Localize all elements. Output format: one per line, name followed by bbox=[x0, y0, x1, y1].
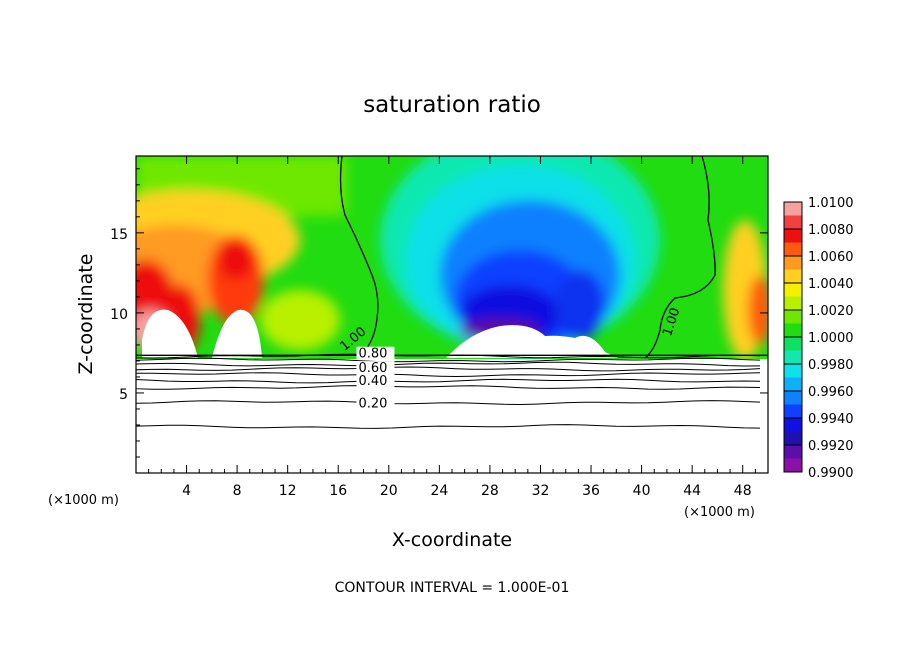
colorbar-swatch bbox=[784, 256, 802, 270]
x-tick-label: 32 bbox=[532, 483, 550, 499]
colorbar-label: 1.0040 bbox=[808, 277, 854, 292]
colorbar-label: 1.0020 bbox=[808, 304, 854, 319]
colorbar-swatch bbox=[784, 364, 802, 378]
colorbar-swatch bbox=[784, 242, 802, 257]
colorbar-label: 1.0000 bbox=[808, 331, 854, 346]
y-axis-label: Z-coordinate bbox=[75, 254, 97, 375]
contour-line-below bbox=[135, 361, 761, 367]
contour-label: 0.80 bbox=[358, 347, 387, 362]
contour-label-bg bbox=[356, 373, 395, 387]
x-tick-label: 12 bbox=[279, 483, 297, 499]
contour-line-below bbox=[135, 378, 761, 384]
colorbar-label: 0.9920 bbox=[808, 439, 854, 454]
x-unit-right: (×1000 m) bbox=[684, 505, 755, 520]
colorbar-swatch bbox=[784, 310, 802, 324]
contour-label: 0.40 bbox=[358, 374, 387, 389]
x-tick-label: 40 bbox=[633, 483, 651, 499]
colorbar-label: 0.9960 bbox=[808, 385, 854, 400]
colorbar-swatch bbox=[784, 445, 802, 459]
contour-label-bg bbox=[356, 396, 395, 410]
contour-label: 0.20 bbox=[358, 396, 387, 411]
colorbar-swatch bbox=[784, 377, 802, 392]
colorbar-swatch bbox=[784, 350, 802, 365]
contour-labels: 1.000.800.600.400.201.00 bbox=[337, 306, 683, 411]
colorbar-swatch bbox=[784, 391, 802, 405]
colorbar-label: 0.9940 bbox=[808, 412, 854, 427]
y-tick-label: 5 bbox=[119, 387, 128, 403]
colorbar-swatch bbox=[784, 229, 802, 243]
colorbar: 1.0100 1.0080 1.0060 1.0040 1.0020 1.0000 0.99… bbox=[783, 196, 854, 481]
contour-label: 0.60 bbox=[358, 361, 387, 376]
colorbar-label: 1.0060 bbox=[808, 250, 854, 265]
colorbar-swatch bbox=[784, 215, 802, 230]
colorbar-label: 1.0100 bbox=[808, 196, 854, 211]
chart-title: saturation ratio bbox=[363, 92, 541, 118]
colorbar-label: 0.9900 bbox=[808, 466, 854, 481]
contour-label-bg bbox=[356, 361, 395, 375]
colorbar-swatch bbox=[784, 404, 802, 419]
x-tick-label: 36 bbox=[582, 483, 600, 499]
y-tick-label: 15 bbox=[110, 227, 128, 243]
contour-interval-note: CONTOUR INTERVAL = 1.000E-01 bbox=[335, 580, 570, 596]
colorbar-swatch bbox=[784, 458, 802, 473]
contour-line-below bbox=[135, 357, 761, 363]
x-tick-label: 16 bbox=[329, 483, 347, 499]
colorbar-swatch bbox=[784, 323, 802, 338]
x-tick-label: 44 bbox=[683, 483, 701, 499]
colorbar-label: 0.9980 bbox=[808, 358, 854, 373]
contour-line-below bbox=[135, 385, 761, 390]
x-axis-label: X-coordinate bbox=[392, 529, 512, 551]
colorbar-swatch bbox=[784, 269, 802, 284]
colorbar-swatch bbox=[784, 431, 802, 446]
colorbar-swatch bbox=[784, 283, 802, 297]
contour-line-below bbox=[135, 353, 761, 359]
colorbar-label: 1.0080 bbox=[808, 223, 854, 238]
y-tick-label: 10 bbox=[110, 307, 128, 323]
contour-line-below bbox=[135, 400, 761, 406]
colorbar-swatch bbox=[784, 202, 802, 216]
x-tick-label: 24 bbox=[430, 483, 448, 499]
colorbar-swatch bbox=[784, 418, 802, 432]
x-unit-left: (×1000 m) bbox=[48, 493, 119, 508]
x-tick-label: 48 bbox=[734, 483, 752, 499]
colorbar-swatch bbox=[784, 337, 802, 351]
x-tick-label: 4 bbox=[182, 483, 191, 499]
contour-line-below bbox=[135, 424, 761, 429]
x-tick-label: 28 bbox=[481, 483, 499, 499]
contour-line-below bbox=[135, 366, 761, 372]
colorbar-swatch bbox=[784, 296, 802, 311]
x-tick-label: 20 bbox=[380, 483, 398, 499]
x-tick-label: 8 bbox=[233, 483, 242, 499]
heatmap-field bbox=[136, 156, 768, 359]
contour-lines-below bbox=[135, 353, 768, 429]
contour-label-bg bbox=[356, 346, 395, 360]
contour-line-below bbox=[135, 372, 761, 378]
